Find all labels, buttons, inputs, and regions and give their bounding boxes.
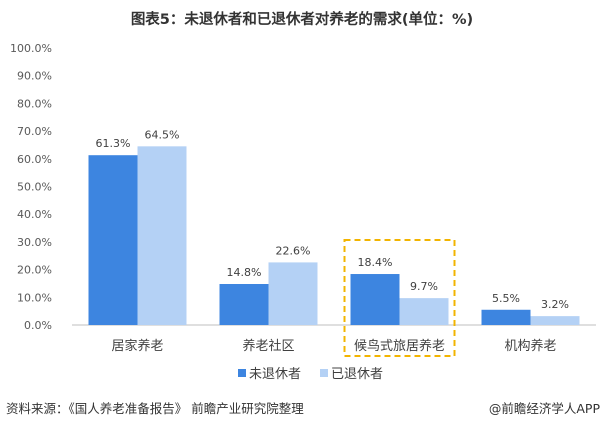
bar [350, 274, 400, 325]
y-tick-label: 40.0% [17, 208, 52, 221]
bar-value-label: 18.4% [358, 256, 393, 269]
y-tick-label: 70.0% [17, 125, 52, 138]
y-tick-label: 30.0% [17, 236, 52, 249]
bar-value-label: 5.5% [492, 292, 520, 305]
chart-title: 图表5：未退休者和已退休者对养老的需求(单位：%) [131, 10, 473, 28]
bar-value-label: 9.7% [410, 280, 438, 293]
bars [88, 146, 580, 325]
bar-value-label: 64.5% [145, 128, 180, 141]
bar [219, 284, 269, 325]
y-tick-label: 50.0% [17, 181, 52, 194]
legend-swatch [238, 369, 246, 377]
category-label: 养老社区 [242, 338, 294, 354]
category-label: 候鸟式旅居养老 [354, 338, 445, 354]
y-tick-label: 80.0% [17, 97, 52, 110]
category-labels: 居家养老 养老社区 候鸟式旅居养老 机构养老 [111, 338, 556, 354]
y-tick-label: 90.0% [17, 70, 52, 83]
bar [530, 316, 580, 325]
y-tick-label: 0.0% [24, 319, 52, 332]
bar [399, 298, 449, 325]
legend-label: 已退休者 [331, 367, 383, 382]
category-label: 机构养老 [504, 338, 556, 354]
legend: 未退休者 已退休者 [238, 367, 383, 382]
bar-value-label: 3.2% [541, 298, 569, 311]
category-label: 居家养老 [111, 338, 163, 354]
legend-label: 未退休者 [249, 367, 301, 382]
bar-value-label: 14.8% [227, 266, 262, 279]
bar-value-label: 22.6% [276, 244, 311, 257]
credit-note: @前瞻经济学人APP [489, 401, 601, 416]
y-tick-label: 10.0% [17, 291, 52, 304]
y-axis: 0.0% 10.0% 20.0% 30.0% 40.0% 50.0% 60.0% 70.0% 8… [10, 42, 52, 332]
bar [268, 262, 318, 325]
highlight-box [343, 239, 456, 357]
bar-value-label: 61.3% [96, 137, 131, 150]
bar [481, 309, 531, 325]
y-tick-label: 20.0% [17, 264, 52, 277]
highlight-dashed-box [343, 239, 456, 357]
y-tick-label: 100.0% [10, 42, 52, 55]
source-note: 资料来源：《国人养老准备报告》 前瞻产业研究院整理 [6, 401, 304, 416]
legend-swatch [320, 369, 328, 377]
bar [88, 155, 138, 325]
bar [137, 146, 187, 325]
y-tick-label: 60.0% [17, 153, 52, 166]
data-labels: 61.3% 64.5% 14.8% 22.6% 18.4% 9.7% 5.5% 3.2% [96, 128, 569, 311]
